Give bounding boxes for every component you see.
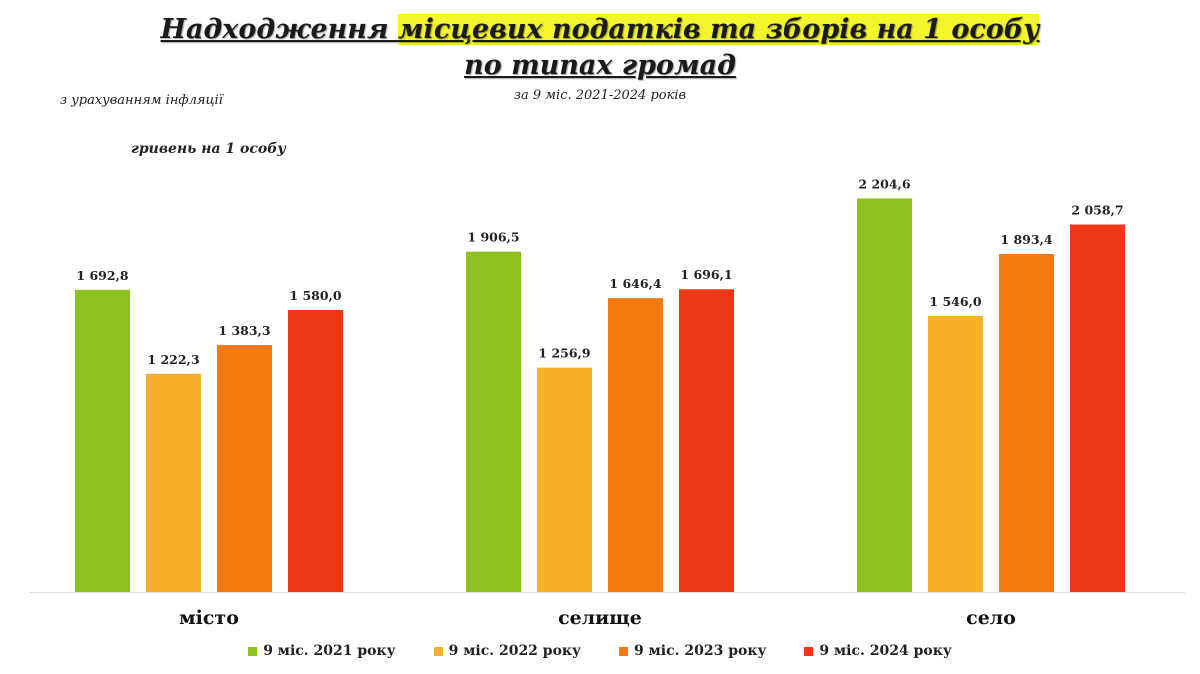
legend-item: 9 міс. 2021 року	[248, 643, 396, 659]
title-line-1: Надходження місцевих податків та зборів …	[0, 12, 1200, 48]
bar-2-1	[928, 316, 983, 592]
legend-label: 9 міс. 2021 року	[263, 643, 396, 659]
bar-value-label: 1 696,1	[680, 267, 732, 282]
bar-0-3	[288, 309, 343, 592]
bar-2-0	[857, 198, 912, 593]
legend: 9 міс. 2021 року 9 міс. 2022 року 9 міс. 2…	[0, 643, 1200, 659]
legend-item: 9 міс. 2024 року	[804, 643, 952, 659]
legend-item: 9 міс. 2023 року	[619, 643, 766, 659]
category-label: селище	[558, 607, 642, 629]
chart-title: Надходження місцевих податків та зборів …	[0, 12, 1200, 84]
legend-swatch	[433, 646, 443, 656]
legend-swatch	[248, 646, 258, 656]
inflation-note: з урахуванням інфляції	[60, 93, 223, 108]
bar-1-2	[608, 298, 663, 592]
chart-subtitle: за 9 міс. 2021-2024 років	[513, 88, 687, 103]
legend-label: 9 міс. 2024 року	[819, 643, 952, 659]
title-line-2: по типах громад	[464, 50, 736, 81]
bar-1-3	[679, 289, 734, 592]
bar-0-0	[75, 289, 130, 592]
bar-value-label: 2 058,7	[1071, 203, 1123, 218]
bar-value-label: 2 204,6	[858, 176, 910, 191]
bar-value-label: 1 383,3	[218, 323, 270, 338]
title-highlight: місцевих податків та зборів на 1 особу	[397, 14, 1040, 45]
legend-swatch	[804, 646, 814, 656]
bar-value-label: 1 222,3	[147, 352, 199, 367]
bar-value-label: 1 893,4	[1000, 232, 1052, 247]
bar-value-label: 1 546,0	[929, 294, 981, 309]
bar-2-3	[1070, 224, 1125, 593]
title-part-1: Надходження	[160, 14, 398, 45]
legend-swatch	[619, 646, 628, 656]
bar-2-2	[999, 254, 1054, 592]
bar-1-0	[466, 251, 521, 592]
category-label: село	[966, 607, 1016, 629]
bar-value-label: 1 580,0	[289, 288, 341, 303]
bar-value-label: 1 256,9	[538, 346, 590, 361]
category-label: місто	[179, 607, 239, 629]
bar-value-label: 1 646,4	[609, 276, 661, 291]
legend-label: 9 міс. 2022 року	[448, 643, 581, 659]
legend-label: 9 міс. 2023 року	[634, 643, 767, 659]
bar-value-label: 1 692,8	[76, 268, 128, 283]
unit-label: гривень на 1 особу	[131, 141, 286, 157]
bar-0-2	[217, 345, 272, 592]
bar-1-1	[537, 367, 592, 592]
legend-item: 9 міс. 2022 року	[433, 643, 581, 659]
bar-0-1	[146, 373, 201, 592]
bar-value-label: 1 906,5	[467, 230, 519, 245]
